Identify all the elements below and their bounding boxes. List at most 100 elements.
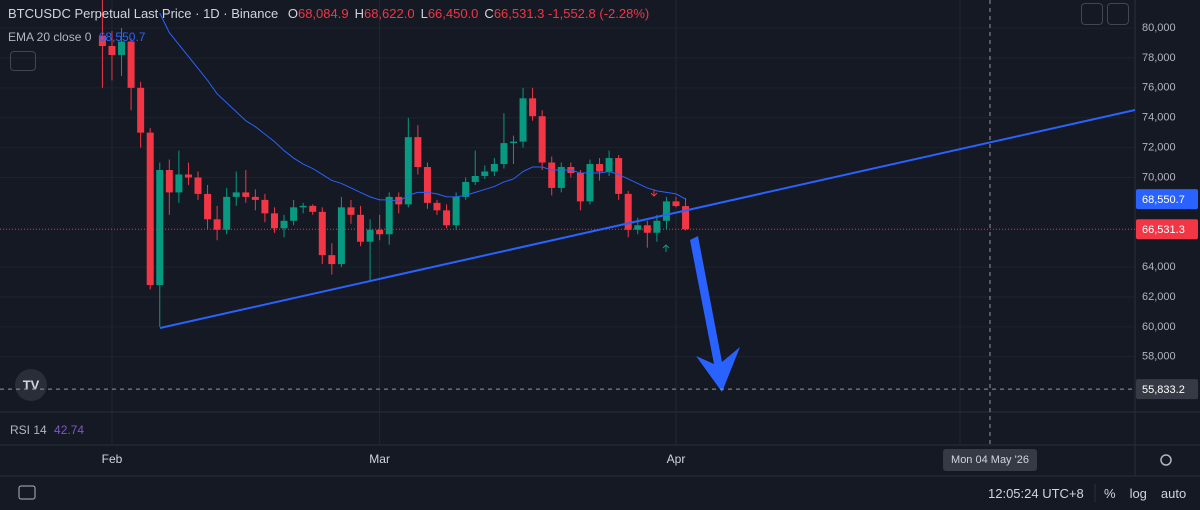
plot bbox=[0, 0, 1135, 327]
crosshair-date-tag bbox=[943, 449, 1037, 471]
y-tick-label: 70,000 bbox=[1142, 171, 1176, 183]
candle-body bbox=[204, 193, 212, 220]
price-tag-label: 68,550.7 bbox=[1142, 194, 1185, 206]
candle-body bbox=[108, 46, 116, 55]
ema-value: 68,550.7 bbox=[98, 30, 146, 44]
candle-body bbox=[596, 164, 604, 172]
candle-body bbox=[672, 201, 680, 207]
symbol-title[interactable]: BTCUSDC Perpetual Last Price · 1D · Bina… bbox=[8, 6, 279, 21]
fullscreen-button[interactable] bbox=[1107, 3, 1129, 25]
scale-button[interactable]: % bbox=[1104, 486, 1116, 501]
rsi-label: RSI 14 bbox=[10, 423, 47, 437]
candle-body bbox=[662, 201, 670, 221]
ohlc-item: L66,450.0 bbox=[421, 6, 479, 21]
arrow-drawing[interactable] bbox=[690, 236, 740, 392]
rsi-legend: RSI 14 42.74 bbox=[10, 423, 84, 437]
x-tick-label: Feb bbox=[102, 452, 123, 466]
collapse-button[interactable] bbox=[10, 51, 36, 71]
y-tick-label: 74,000 bbox=[1142, 112, 1176, 124]
price-tag bbox=[1136, 219, 1198, 240]
scale-button[interactable]: auto bbox=[1160, 486, 1187, 501]
trendline[interactable] bbox=[159, 109, 1136, 329]
candle-body bbox=[500, 143, 508, 165]
ohlc-key: H bbox=[354, 6, 364, 21]
candle-body bbox=[471, 175, 479, 182]
candle-body bbox=[643, 225, 651, 233]
candle-body bbox=[156, 169, 164, 286]
ema-line bbox=[159, 12, 686, 202]
candle-body bbox=[318, 211, 326, 256]
clock[interactable]: 12:05:24 UTC+8 bbox=[988, 486, 1084, 501]
logo[interactable] bbox=[15, 369, 47, 401]
candle-body bbox=[433, 202, 441, 211]
price-tag-label: 55,833.2 bbox=[1142, 384, 1185, 396]
candle-body bbox=[586, 164, 594, 202]
candle-body bbox=[452, 196, 460, 226]
y-tick-label: 76,000 bbox=[1142, 82, 1176, 94]
ohlc-key: L bbox=[420, 6, 428, 21]
scroll-button[interactable] bbox=[1081, 3, 1103, 25]
rsi-value: 42.74 bbox=[54, 423, 85, 437]
candle-body bbox=[481, 171, 489, 176]
candle-body bbox=[261, 199, 269, 214]
logo-mark: TV bbox=[23, 377, 40, 392]
candle-body bbox=[251, 196, 259, 200]
candle-body bbox=[98, 35, 106, 47]
price-tag-label: 66,531.3 bbox=[1142, 224, 1185, 236]
candle-body bbox=[576, 172, 584, 202]
ohlc-value: 66,450.0 bbox=[427, 6, 479, 21]
candle-body bbox=[213, 219, 221, 230]
y-tick-label: 72,000 bbox=[1142, 141, 1176, 153]
candle-body bbox=[509, 141, 517, 144]
candle-body bbox=[615, 158, 623, 194]
candle-body bbox=[423, 167, 431, 203]
scale-buttons: % log auto bbox=[1104, 486, 1186, 501]
candle-body bbox=[634, 225, 642, 230]
settings-button[interactable] bbox=[1160, 454, 1172, 466]
grid bbox=[111, 0, 677, 445]
candle-body bbox=[357, 214, 365, 242]
candle-body bbox=[270, 213, 278, 229]
candle-body bbox=[242, 192, 250, 197]
candle-body bbox=[624, 193, 632, 230]
scale-button[interactable]: log bbox=[1129, 486, 1147, 501]
candle-body bbox=[385, 196, 393, 235]
candle-body bbox=[653, 220, 661, 233]
candle-body bbox=[605, 158, 613, 172]
date-range-button[interactable] bbox=[18, 485, 36, 500]
y-tick-label: 80,000 bbox=[1142, 22, 1176, 34]
y-tick-label: 60,000 bbox=[1142, 321, 1176, 333]
candle-body bbox=[290, 207, 298, 221]
candle-body bbox=[299, 205, 307, 208]
candle-body bbox=[395, 196, 403, 205]
price-change: -1,552.8 (-2.28%) bbox=[548, 6, 650, 21]
ohlc-item: C66,531.3 bbox=[484, 6, 544, 21]
candle-body bbox=[443, 210, 451, 226]
candle-body bbox=[137, 87, 145, 133]
candle-body bbox=[366, 229, 374, 242]
candle-body bbox=[376, 229, 384, 235]
signal-marker bbox=[650, 190, 658, 197]
candle-body bbox=[682, 206, 690, 230]
ohlc-key: O bbox=[287, 6, 298, 21]
candle-body bbox=[280, 220, 288, 229]
x-tick-label: Apr bbox=[667, 452, 686, 466]
price-tag bbox=[1136, 379, 1198, 400]
crosshair-date: Mon 04 May '26 bbox=[951, 454, 1029, 466]
candle-body bbox=[232, 192, 240, 197]
ohlc-value: 68,622.0 bbox=[363, 6, 415, 21]
candle-body bbox=[175, 174, 183, 193]
candle-body bbox=[165, 169, 173, 193]
candle-body bbox=[529, 98, 537, 117]
y-tick-label: 78,000 bbox=[1142, 52, 1176, 64]
x-tick-label: Mar bbox=[369, 452, 390, 466]
ohlc-key: C bbox=[484, 6, 494, 21]
candle-body bbox=[309, 205, 317, 212]
candle-body bbox=[404, 137, 412, 205]
candle-body bbox=[223, 196, 231, 230]
ohlc-item: H68,622.0 bbox=[355, 6, 415, 21]
price-tag bbox=[1136, 189, 1198, 210]
ohlc-item: O68,084.9 bbox=[288, 6, 349, 21]
candle-body bbox=[414, 137, 422, 168]
